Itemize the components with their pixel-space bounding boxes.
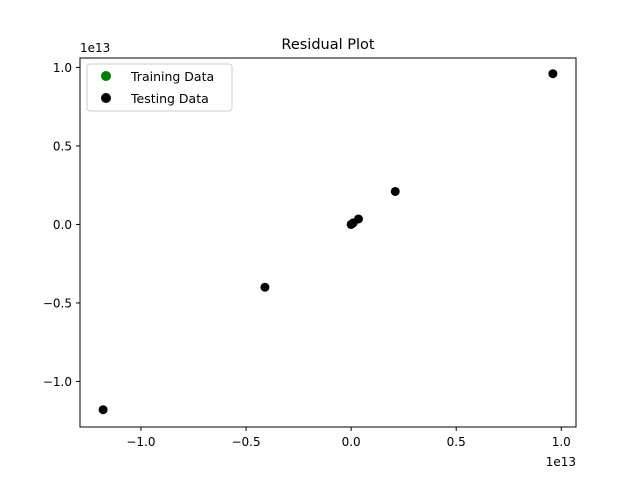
points-layer	[98, 69, 558, 415]
x-axis-offset-label: 1e13	[546, 455, 576, 469]
legend: Training Data Testing Data	[86, 63, 233, 112]
legend-marker-training-data	[101, 71, 111, 81]
data-point-2-1	[98, 405, 108, 415]
data-point-2-7	[390, 186, 400, 196]
plot-area-frame	[79, 57, 577, 428]
data-point-2-6	[353, 214, 363, 224]
chart-title: Residual Plot	[281, 37, 374, 53]
data-point-2-8	[548, 69, 558, 79]
x-axis: −1.0 −0.5 0.0 0.5 1.0	[126, 427, 571, 449]
x-tick-label: −0.5	[231, 435, 260, 449]
y-tick-label: −1.0	[43, 375, 72, 389]
x-tick-label: −1.0	[126, 435, 155, 449]
x-tick-label: 0.5	[447, 435, 466, 449]
x-tick-label: 1.0	[552, 435, 571, 449]
legend-marker-testing-data	[101, 93, 111, 103]
y-tick-label: 0.0	[53, 218, 72, 232]
legend-label-training-data: Training Data	[130, 69, 214, 84]
legend-label-testing-data: Testing Data	[130, 91, 209, 106]
y-tick-label: 0.5	[53, 139, 72, 153]
data-point-2-2	[260, 282, 270, 292]
legend-box	[86, 63, 233, 112]
x-tick-label: 0.0	[342, 435, 361, 449]
y-tick-label: −0.5	[43, 296, 72, 310]
y-axis-offset-label: 1e13	[80, 41, 110, 55]
y-tick-label: 1.0	[53, 61, 72, 75]
y-axis: −1.0 −0.5 0.0 0.5 1.0	[43, 61, 80, 389]
